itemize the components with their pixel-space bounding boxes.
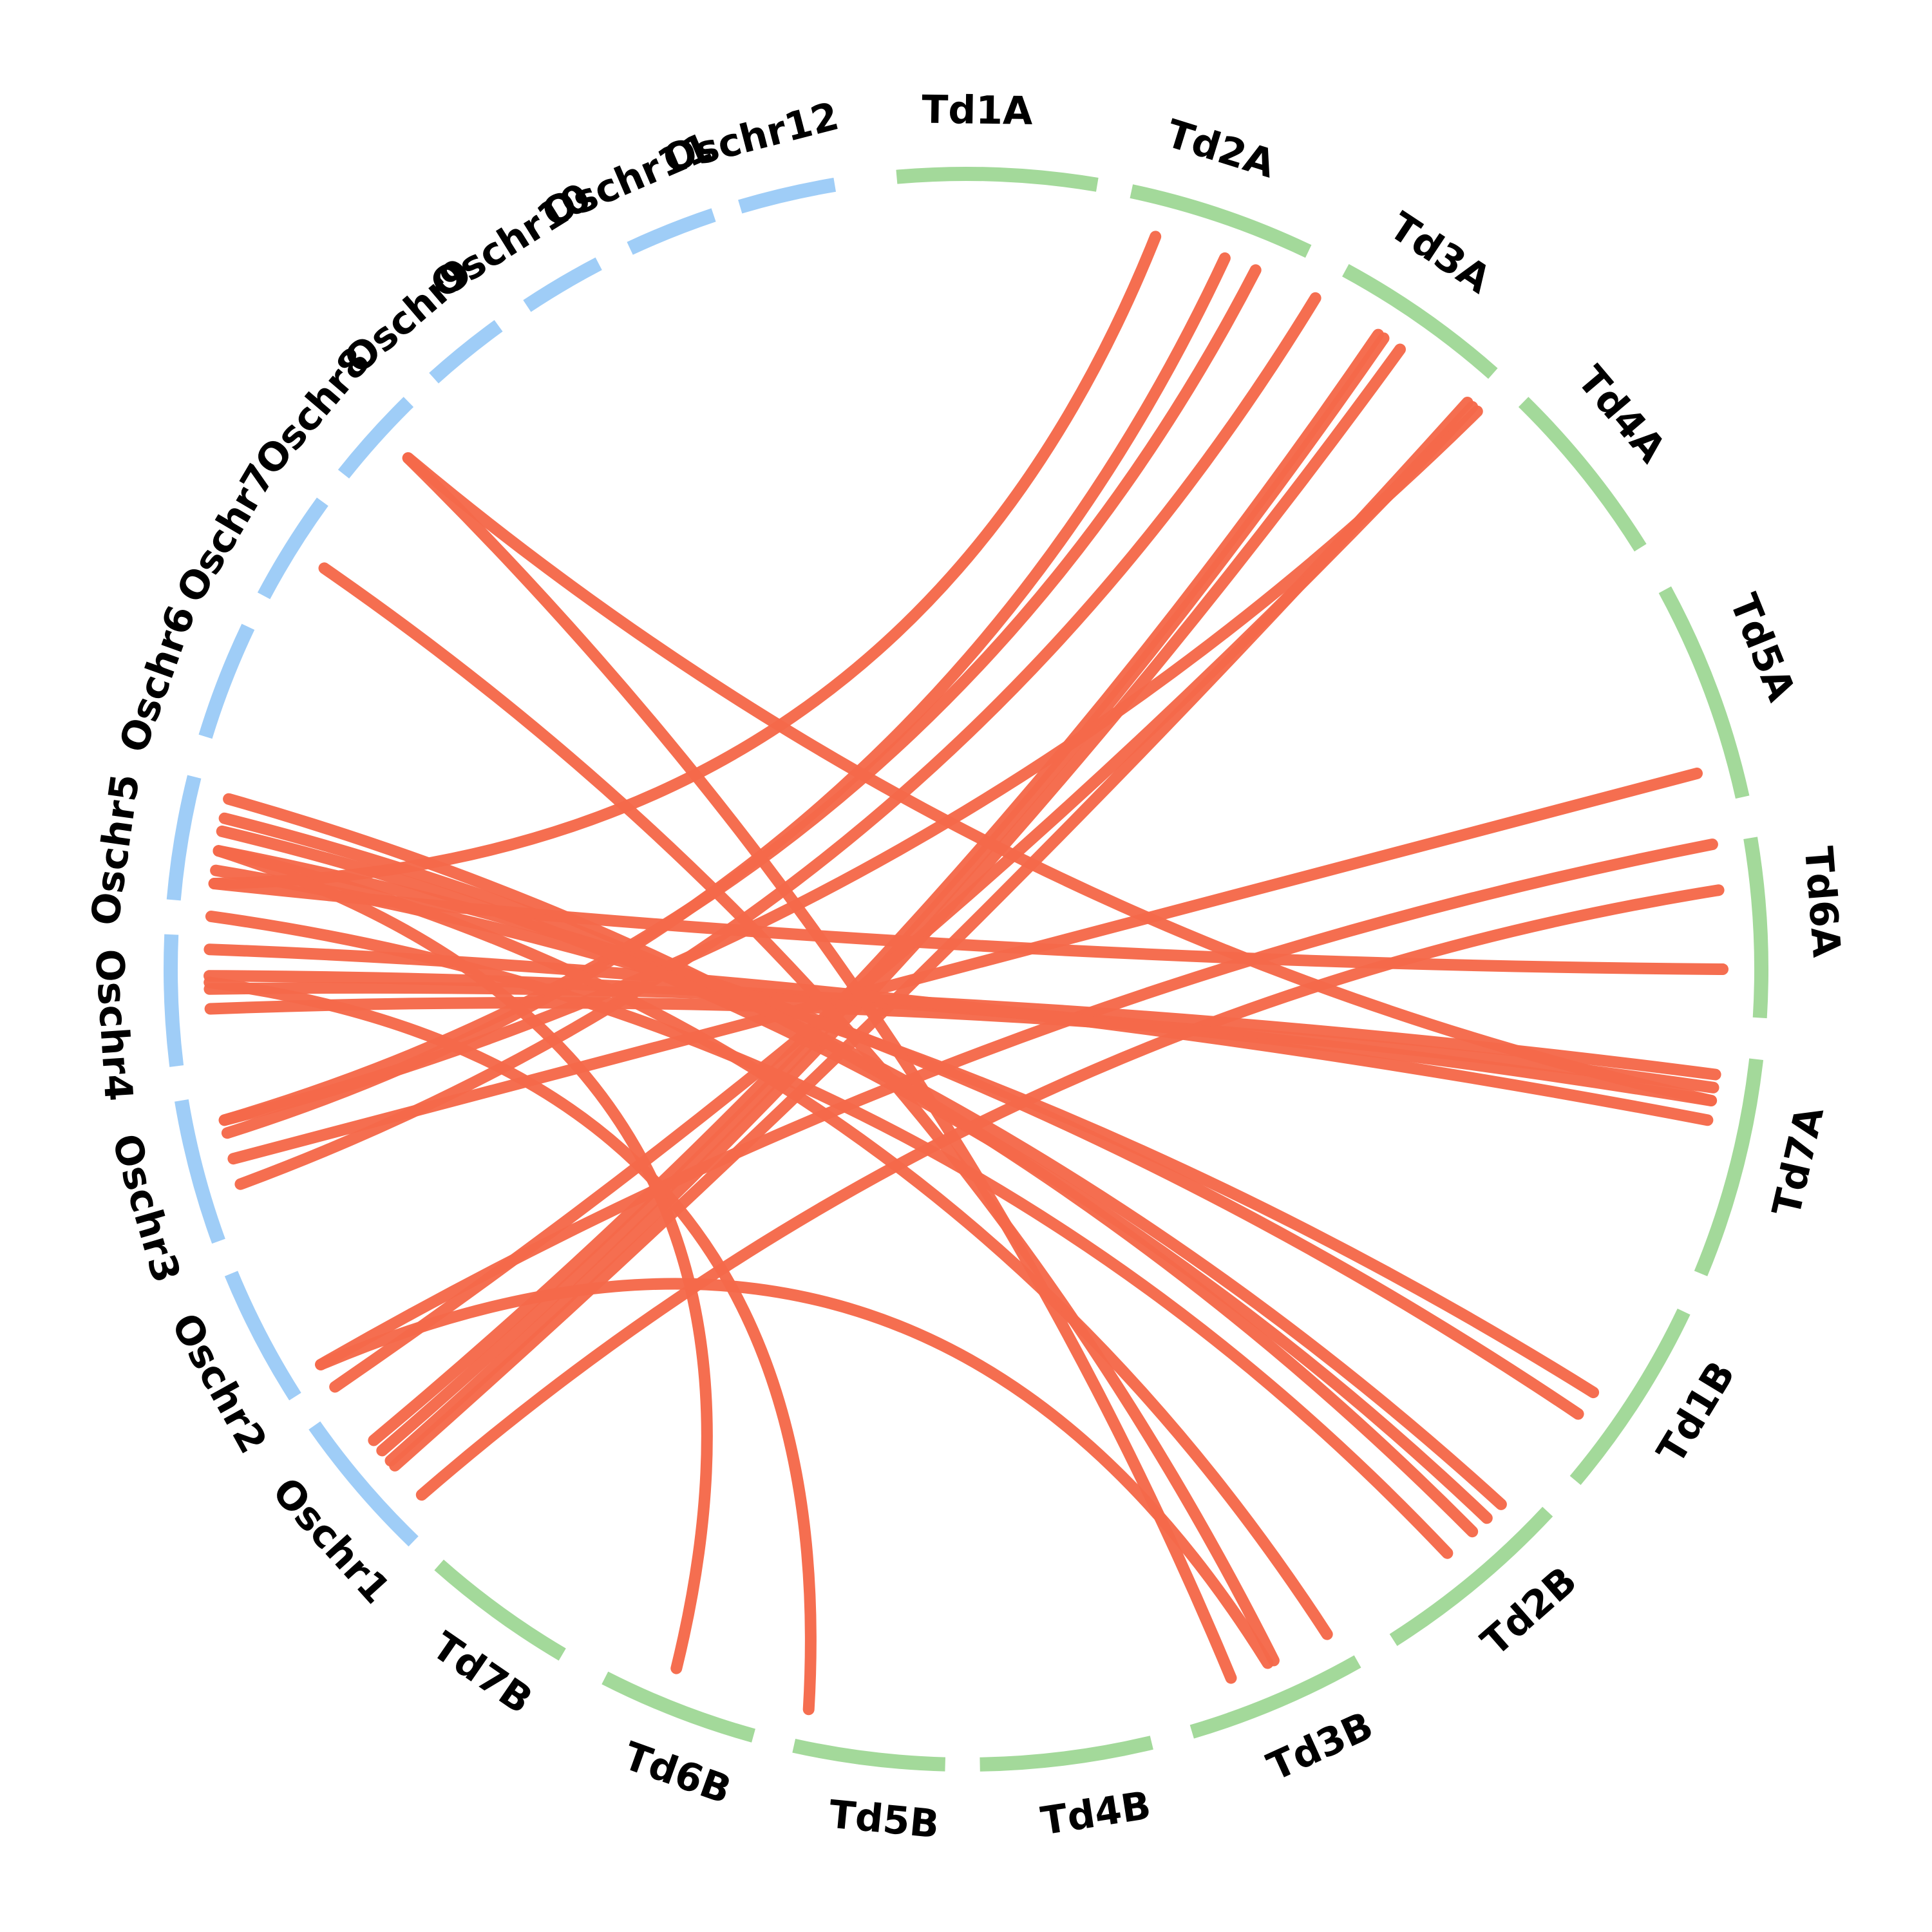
chromosome-arc-td6b [601, 1671, 755, 1743]
chromosome-arc-oschr6 [198, 623, 255, 739]
synteny-link [402, 452, 1718, 1106]
chromosome-arc-td7b [434, 1559, 566, 1661]
chromosome-arc-td5a [1658, 586, 1750, 799]
chromosome-label-td6a: Td6A [1795, 845, 1849, 960]
synteny-link [213, 845, 1584, 1420]
chromosome-label-td6b: Td6B [618, 1734, 737, 1814]
chromosome-arc-oschr5 [166, 775, 202, 901]
chromosome-arc-td4b [980, 1736, 1153, 1772]
chromosome-arc-oschr11 [627, 208, 716, 255]
synteny-links [204, 231, 1728, 1716]
chromosome-label-oschr1: Oschr1 [263, 1469, 399, 1612]
synteny-link [218, 264, 1262, 1126]
chromosome-arc-td1b [1569, 1308, 1690, 1485]
chromosome-arc-oschr12 [738, 178, 837, 214]
chromosome-arc-td3b [1189, 1655, 1361, 1739]
chromosome-arc-oschr9 [429, 319, 503, 384]
synteny-link [227, 767, 1703, 1165]
chromosome-label-oschr4: Oschr4 [86, 948, 141, 1103]
synteny-link [205, 911, 1454, 1559]
chromosome-arc-oschr4 [164, 934, 184, 1067]
chromosome-arc-td2a [1130, 184, 1312, 258]
chromosome-arc-td2b [1389, 1506, 1553, 1646]
synteny-link [318, 562, 1280, 1667]
synteny-link [315, 1278, 1274, 1669]
chromosome-label-td1a: Td1A [922, 88, 1034, 134]
synteny-link [234, 292, 1321, 1190]
chromosome-arc-td3a [1342, 264, 1498, 379]
chromosome-ideogram-ring [164, 167, 1768, 1772]
chromosome-arc-td7a [1694, 1058, 1764, 1276]
chromosome-arc-oschr3 [175, 1099, 225, 1244]
chromosome-arc-td5b [792, 1738, 945, 1772]
synteny-link [315, 838, 1718, 1370]
chromosome-label-td1b: Td1B [1649, 1354, 1745, 1472]
synteny-link [402, 452, 1237, 1684]
chromosome-label-td7b: Td7B [424, 1624, 540, 1723]
chromosome-label-oschr3: Oschr3 [103, 1129, 189, 1287]
chromosome-label-td5b: Td5B [827, 1792, 941, 1847]
chromosome-arc-oschr1 [308, 1421, 419, 1547]
chromosome-arc-oschr2 [224, 1271, 301, 1401]
chromosome-label-oschr5: Oschr5 [82, 772, 148, 929]
chromosome-label-td7a: Td7A [1764, 1102, 1833, 1220]
chromosome-label-td2a: Td2A [1161, 111, 1281, 187]
chromosome-label-oschr6: Oschr6 [111, 600, 205, 758]
chromosome-label-oschr12: Oschr12 [659, 93, 844, 182]
chromosome-arc-td6a [1743, 837, 1768, 1019]
chromosome-arc-td1a [896, 167, 1099, 192]
synteny-link [213, 845, 713, 1674]
chromosome-label-td4a: Td4A [1568, 357, 1674, 471]
chromosome-label-td4b: Td4B [1038, 1783, 1154, 1844]
synteny-link [213, 845, 1333, 1640]
synteny-link [218, 812, 1507, 1510]
synteny-link [204, 976, 817, 1716]
chromosome-arc-oschr8 [337, 397, 414, 479]
synteny-link [208, 231, 1162, 889]
chromosome-arc-td4a [1518, 397, 1647, 552]
chromosome-label-td3b: Td3B [1261, 1703, 1380, 1790]
synteny-link [218, 405, 1483, 1126]
chromosome-arc-oschr7 [257, 497, 328, 600]
chromosome-arc-oschr10 [523, 257, 602, 312]
synteny-link [368, 328, 1384, 1446]
chromosome-label-td5a: Td5A [1721, 588, 1804, 708]
chromosome-label-td3a: Td3A [1381, 204, 1499, 303]
